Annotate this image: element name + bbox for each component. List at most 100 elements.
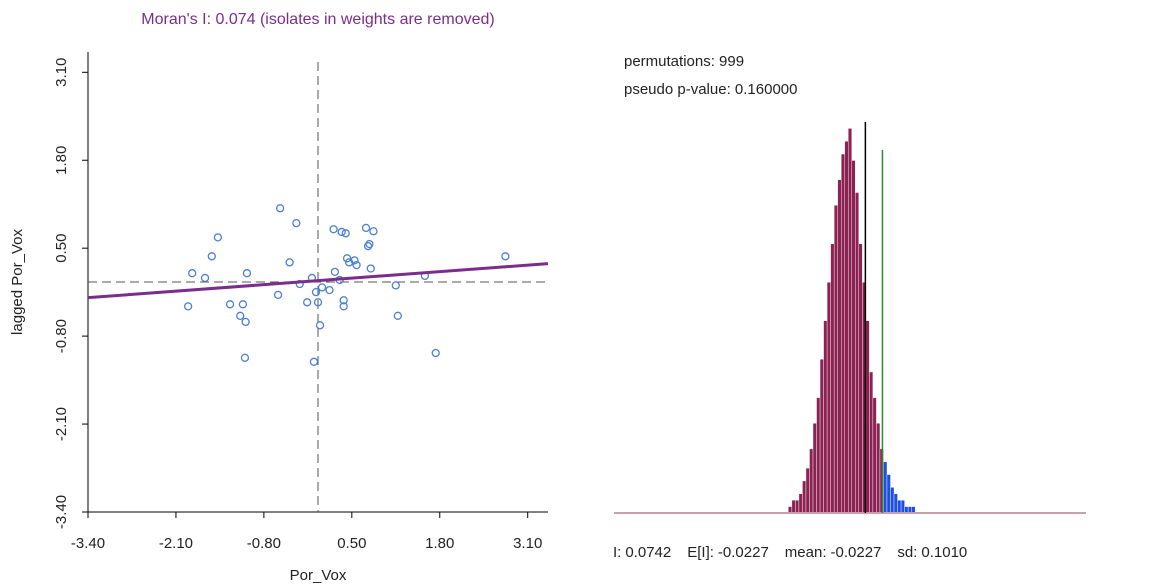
point [329, 225, 338, 234]
point [285, 258, 294, 267]
point [393, 311, 402, 320]
histogram-bar [848, 128, 852, 514]
histogram-bar [833, 205, 838, 514]
point [275, 204, 285, 213]
point [350, 256, 359, 265]
histogram-bar [826, 282, 831, 514]
histogram-bar [812, 423, 817, 514]
y-tick-label: -0.80 [53, 319, 70, 353]
point [361, 223, 371, 233]
y-tick-label: 3.10 [53, 58, 70, 87]
histogram-bar [869, 371, 874, 514]
point [339, 302, 348, 311]
histogram-bar [893, 493, 898, 514]
point [225, 300, 235, 309]
histogram-bar [851, 160, 856, 514]
header-text: permutations: 999 [624, 53, 744, 70]
histogram-bar [872, 397, 877, 514]
stat-value: -0.0227 [718, 544, 769, 561]
x-tick-label: -3.40 [71, 535, 105, 552]
x-tick-label: -0.80 [247, 535, 281, 552]
histogram-bar [802, 480, 807, 514]
point [188, 269, 197, 278]
point [317, 283, 327, 292]
histogram-bar [795, 499, 800, 514]
histogram-bar [844, 141, 849, 514]
point [183, 302, 193, 311]
point [311, 287, 321, 297]
stat-label: sd: [897, 544, 917, 561]
point [236, 311, 245, 320]
histogram-bar [840, 153, 845, 514]
x-tick-label: 3.10 [513, 535, 542, 552]
stats-text: I: 0.0742 E[I]: -0.0227 mean: -0.0227 sd: 0.101… [613, 544, 967, 561]
stat-label: mean: [785, 544, 827, 561]
stat-label: I: [613, 544, 621, 561]
point [339, 296, 348, 305]
point [366, 264, 375, 273]
histogram-bar [886, 474, 891, 514]
histogram-bar [809, 448, 814, 514]
point [369, 227, 378, 236]
histogram-bar [865, 320, 870, 514]
histogram-bar [791, 499, 796, 514]
histogram-bar [798, 493, 803, 514]
chart-title: Moran's I: 0.074 (isolates in weights ar… [141, 11, 494, 28]
regression-line [87, 262, 549, 300]
point [213, 233, 223, 242]
point [325, 285, 334, 295]
point [309, 357, 319, 366]
x-axis-label: Por_Vox [290, 567, 347, 584]
point [363, 241, 373, 251]
point [341, 229, 350, 238]
histogram-bar [819, 358, 824, 514]
point [365, 239, 374, 249]
histogram-bar [837, 179, 842, 514]
y-axis-label: lagged Por_Vox [9, 229, 26, 335]
histogram-bar [823, 320, 828, 514]
histogram-bar [816, 397, 821, 514]
y-tick-label: -3.40 [53, 495, 70, 529]
point [344, 258, 354, 267]
stat-label: E[I]: [687, 544, 714, 561]
point [501, 252, 510, 261]
point [303, 298, 312, 307]
point [240, 353, 250, 362]
histogram-bar [900, 499, 905, 514]
point [313, 298, 323, 307]
histogram-bar [897, 499, 902, 514]
point [342, 254, 352, 263]
histogram-bar [830, 243, 835, 514]
histogram-bar [858, 243, 863, 514]
point [352, 260, 361, 270]
point [207, 252, 216, 261]
x-tick-label: 0.50 [337, 535, 366, 552]
histogram-bar [805, 467, 810, 514]
histogram-bar [876, 423, 881, 514]
point [241, 317, 250, 327]
point [315, 321, 325, 330]
y-tick-label: -2.10 [53, 407, 70, 441]
y-tick-label: 0.50 [53, 234, 70, 263]
point [292, 218, 301, 228]
point [273, 290, 283, 300]
stat-value: 0.0742 [625, 544, 671, 561]
histogram-bar [883, 461, 888, 514]
point [391, 281, 400, 290]
point [431, 348, 440, 358]
point [337, 227, 346, 237]
point [242, 269, 252, 278]
x-tick-label: 1.80 [425, 535, 454, 552]
point [200, 273, 210, 283]
x-tick-label: -2.10 [159, 535, 193, 552]
point [238, 300, 248, 309]
histogram-bar [855, 192, 860, 514]
histogram-bar [890, 487, 895, 514]
point [330, 267, 340, 277]
stat-value: 0.1010 [921, 544, 967, 561]
y-tick-label: 1.80 [53, 146, 70, 175]
header-text: pseudo p-value: 0.160000 [624, 81, 797, 98]
stat-value: -0.0227 [831, 544, 882, 561]
